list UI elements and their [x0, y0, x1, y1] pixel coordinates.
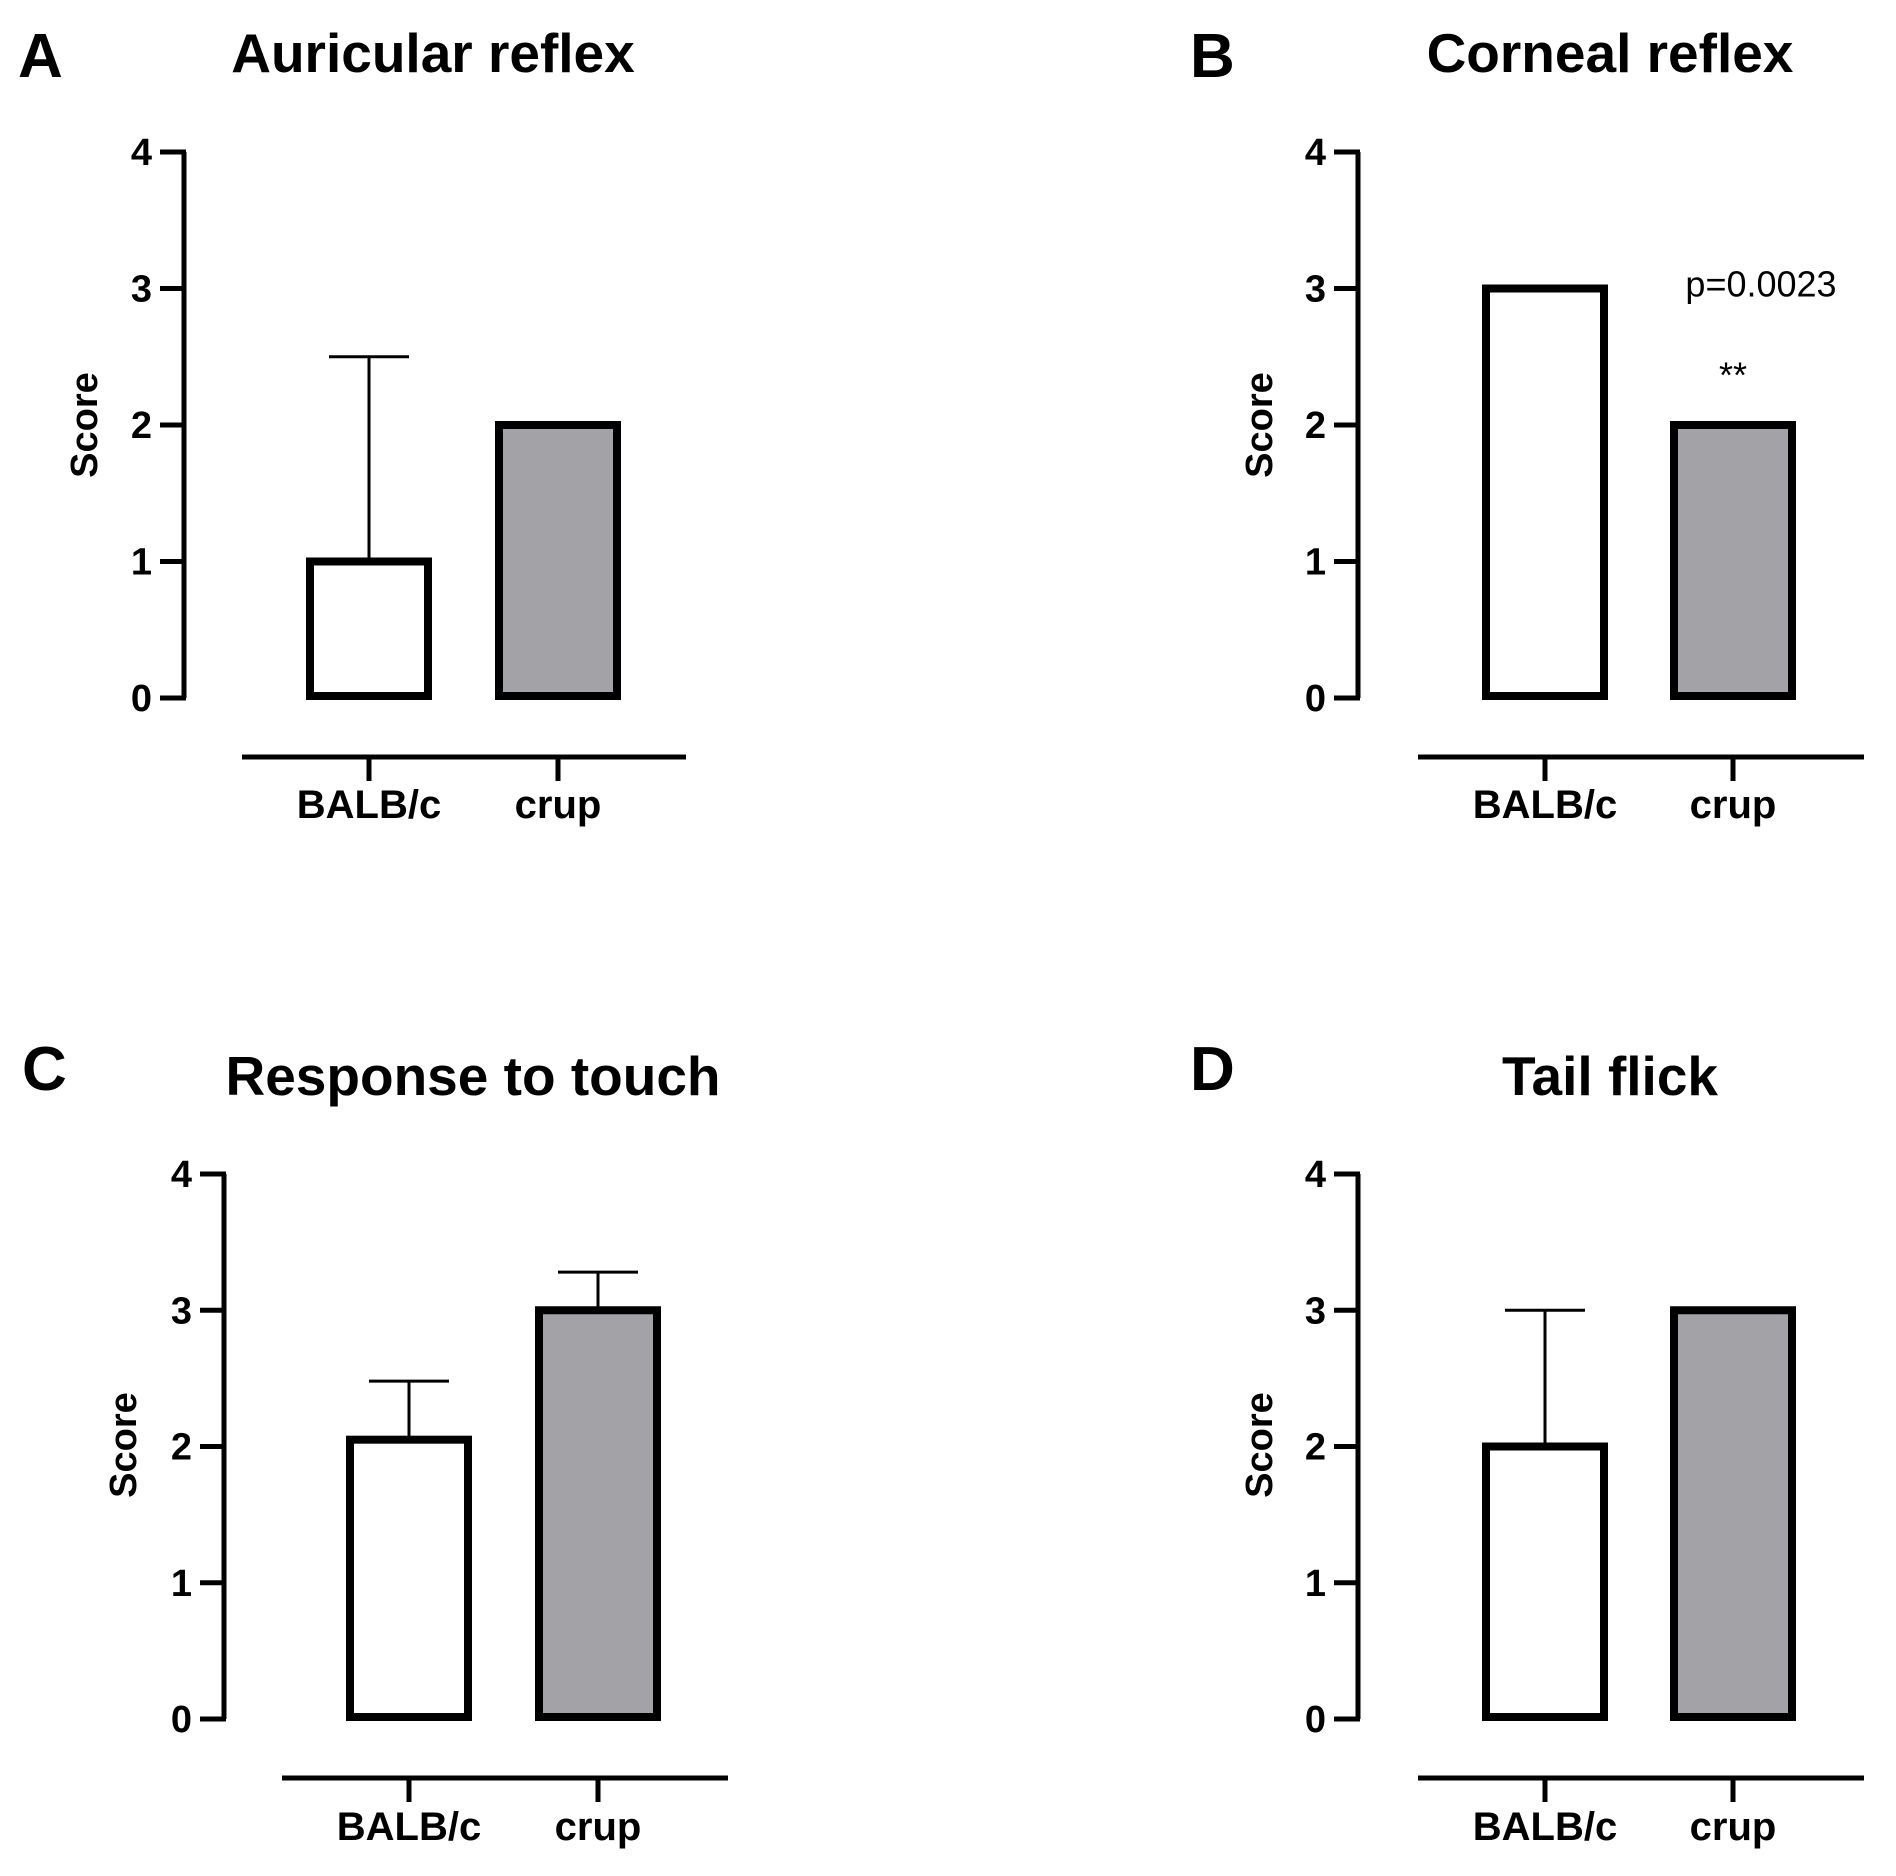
y-tick-label: 0: [1305, 1699, 1326, 1741]
panel-letter: C: [22, 1035, 67, 1104]
panel-a: A Auricular reflex 0 1 2 3 4 Score BALB/c crup: [18, 22, 686, 827]
y-tick-label: 2: [131, 405, 152, 447]
panel-d: D Tail flick 0 1 2 3 4 Score BALB/c crup: [1190, 1035, 1864, 1849]
x-tick-label: crup: [555, 1805, 642, 1849]
x-tick-label: crup: [1690, 783, 1777, 827]
bar-crup: [495, 421, 621, 700]
x-tick-label: BALB/c: [297, 783, 441, 827]
y-axis-label: Score: [103, 1392, 145, 1498]
y-tick-label: 4: [1305, 1154, 1326, 1196]
y-tick-label: 3: [171, 1290, 192, 1332]
bar-balb-c: [346, 1435, 472, 1721]
y-tick-label: 0: [171, 1699, 192, 1741]
panel-title: Corneal reflex: [1427, 22, 1794, 84]
y-axis-label: Score: [1239, 372, 1281, 478]
x-tick-label: crup: [1690, 1805, 1777, 1849]
panel-title: Tail flick: [1502, 1045, 1718, 1107]
bar-balb-c: [1482, 1442, 1608, 1721]
y-tick-label: 2: [171, 1427, 192, 1469]
bar-balb-c: [1482, 284, 1608, 700]
panel-title: Auricular reflex: [231, 22, 635, 84]
x-tick-label: BALB/c: [1473, 1805, 1617, 1849]
y-tick-label: 4: [1305, 132, 1326, 174]
y-tick-label: 2: [1305, 1427, 1326, 1469]
y-tick-label: 1: [1305, 1563, 1326, 1605]
y-tick-label: 1: [131, 542, 152, 584]
bar-crup: [1670, 421, 1796, 700]
significance-stars: **: [1719, 355, 1747, 396]
y-tick-label: 1: [1305, 542, 1326, 584]
x-tick-label: BALB/c: [337, 1805, 481, 1849]
bar-crup: [535, 1306, 661, 1721]
y-axis-label: Score: [1239, 1392, 1281, 1498]
y-tick-label: 1: [171, 1563, 192, 1605]
panel-title: Response to touch: [225, 1045, 720, 1107]
x-tick-label: BALB/c: [1473, 783, 1617, 827]
panel-letter: D: [1190, 1035, 1235, 1104]
panel-c: C Response to touch 0 1 2 3 4 Score BALB/c crup: [22, 1035, 728, 1849]
y-tick-label: 2: [1305, 405, 1326, 447]
y-tick-label: 0: [1305, 678, 1326, 720]
p-value-label: p=0.0023: [1685, 264, 1836, 305]
y-tick-label: 4: [171, 1154, 192, 1196]
y-tick-label: 3: [1305, 1290, 1326, 1332]
y-axis-label: Score: [64, 372, 106, 478]
panel-b: B Corneal reflex 0 1 2 3 4 Score BALB/c crup p=0.0…: [1190, 22, 1864, 827]
bar-crup: [1670, 1306, 1796, 1721]
bar-balb-c: [306, 557, 432, 700]
x-tick-label: crup: [515, 783, 602, 827]
y-tick-label: 3: [131, 269, 152, 311]
y-tick-label: 4: [131, 132, 152, 174]
y-tick-label: 0: [131, 678, 152, 720]
panel-letter: A: [18, 22, 63, 91]
panel-letter: B: [1190, 22, 1235, 91]
y-tick-label: 3: [1305, 269, 1326, 311]
